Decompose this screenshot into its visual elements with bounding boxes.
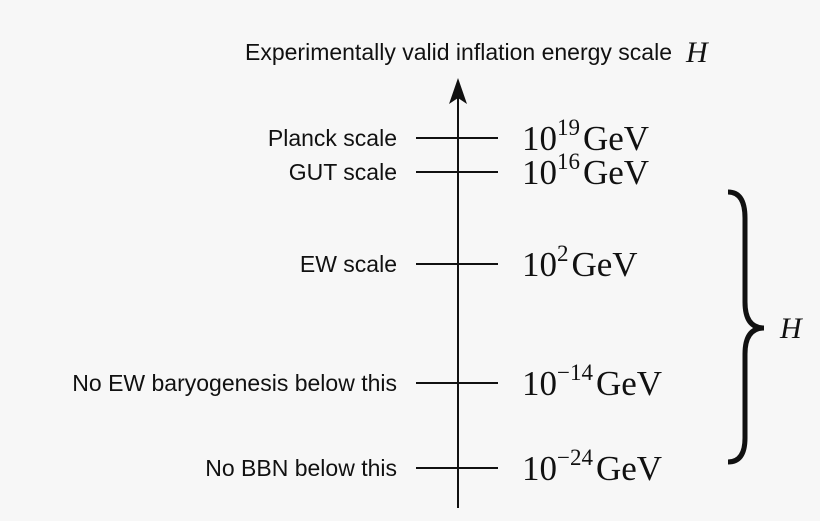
level-label: Planck scale	[268, 125, 397, 151]
title-symbol: H	[685, 36, 710, 69]
exponent: −24	[557, 445, 593, 470]
level-label: No EW baryogenesis below this	[72, 370, 397, 396]
level-label: No BBN below this	[205, 455, 397, 481]
base: 10	[522, 153, 557, 192]
brace	[727, 189, 765, 465]
base: 10	[522, 119, 557, 158]
exponent: 19	[557, 115, 580, 140]
base: 10	[522, 449, 557, 488]
level-value: 10−24GeV	[522, 445, 662, 488]
unit: GeV	[583, 119, 649, 158]
base: 10	[522, 364, 557, 403]
level-label: GUT scale	[289, 159, 397, 185]
level-value: 1016GeV	[522, 149, 649, 192]
unit: GeV	[596, 449, 662, 488]
unit: GeV	[596, 364, 662, 403]
title: Experimentally valid inflation energy sc…	[245, 39, 672, 65]
exponent: −14	[557, 360, 593, 385]
unit: GeV	[583, 153, 649, 192]
axis-arrow	[449, 78, 467, 104]
level-value: 102GeV	[522, 241, 638, 284]
unit: GeV	[572, 245, 638, 284]
level-value: 1019GeV	[522, 115, 649, 158]
exponent: 16	[557, 149, 580, 174]
exponent: 2	[557, 241, 569, 266]
base: 10	[522, 245, 557, 284]
level-label: EW scale	[300, 251, 397, 277]
brace-label: H	[779, 312, 804, 345]
level-value: 10−14GeV	[522, 360, 662, 403]
